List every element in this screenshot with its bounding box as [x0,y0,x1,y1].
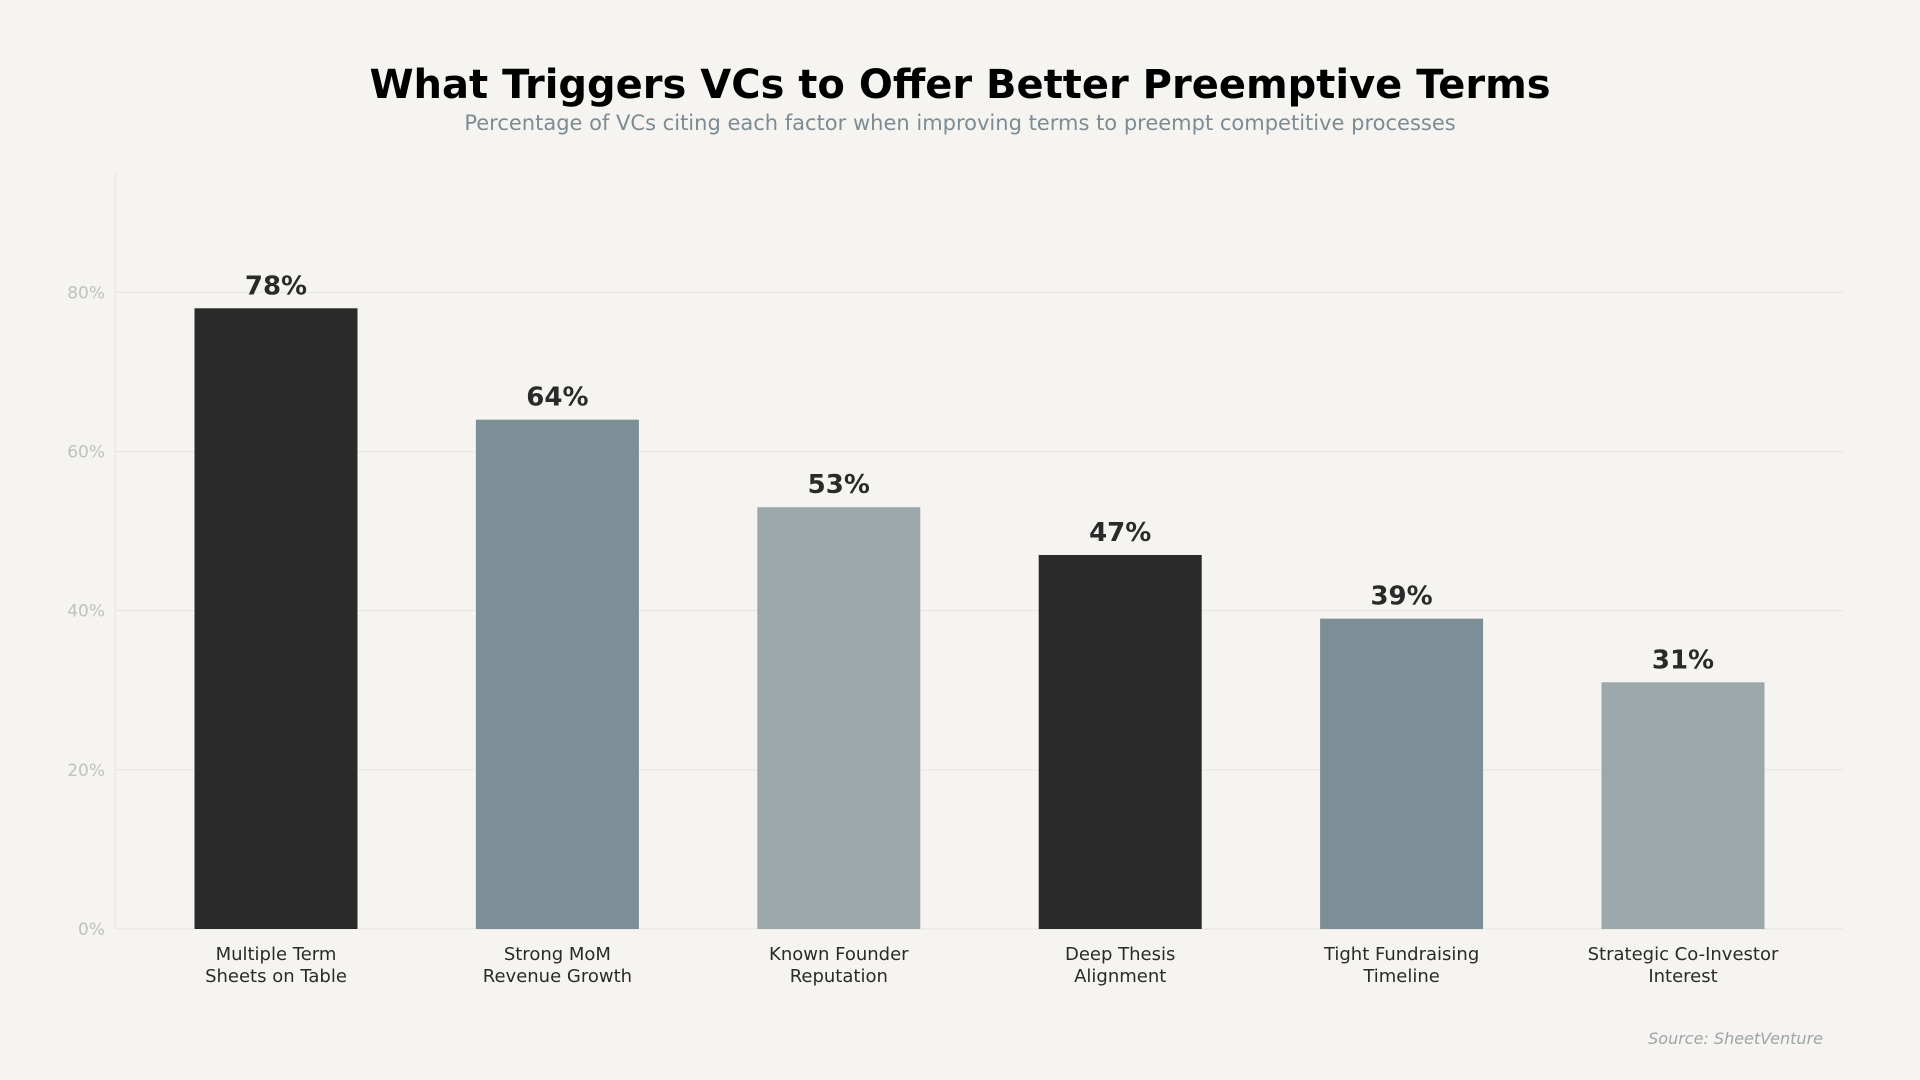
chart-subtitle: Percentage of VCs citing each factor whe… [464,111,1455,135]
bar [475,419,639,929]
value-labels: 78% 64% 53% 47% 39% 31% [245,271,1714,675]
bar [1038,554,1202,929]
gridlines [115,291,1843,930]
source-note: Source: SheetVenture [1648,1029,1823,1048]
x-tick-label: Known Founder Reputation [769,944,909,987]
x-tick-label: Tight Fundraising Timeline [1323,944,1479,987]
x-tick-label: Strategic Co-Investor Interest [1588,944,1779,987]
x-tick-label: Multiple Term Sheets on Table [205,944,347,987]
x-tick-labels: Multiple Term Sheets on Table Strong MoM Re… [205,944,1779,987]
y-tick-label: 20% [67,761,105,781]
x-tick-label: Deep Thesis Alignment [1065,944,1175,987]
bar [757,507,921,929]
value-label: 64% [526,383,588,413]
bars [194,308,1765,930]
y-tick-label: 40% [67,602,105,622]
y-tick-label: 80% [67,283,105,303]
value-label: 31% [1652,645,1714,675]
bar [1320,618,1484,929]
bar [194,308,358,930]
value-label: 39% [1370,582,1432,612]
x-tick-label: Strong MoM Revenue Growth [483,944,632,987]
value-label: 47% [1089,518,1151,548]
y-tick-labels: 0% 20% 40% 60% 80% [67,283,105,940]
bar [1601,682,1765,929]
value-label: 78% [245,271,307,301]
y-tick-label: 0% [78,920,105,940]
chart-title: What Triggers VCs to Offer Better Preemp… [369,62,1550,108]
value-label: 53% [808,470,870,500]
y-tick-label: 60% [67,443,105,463]
